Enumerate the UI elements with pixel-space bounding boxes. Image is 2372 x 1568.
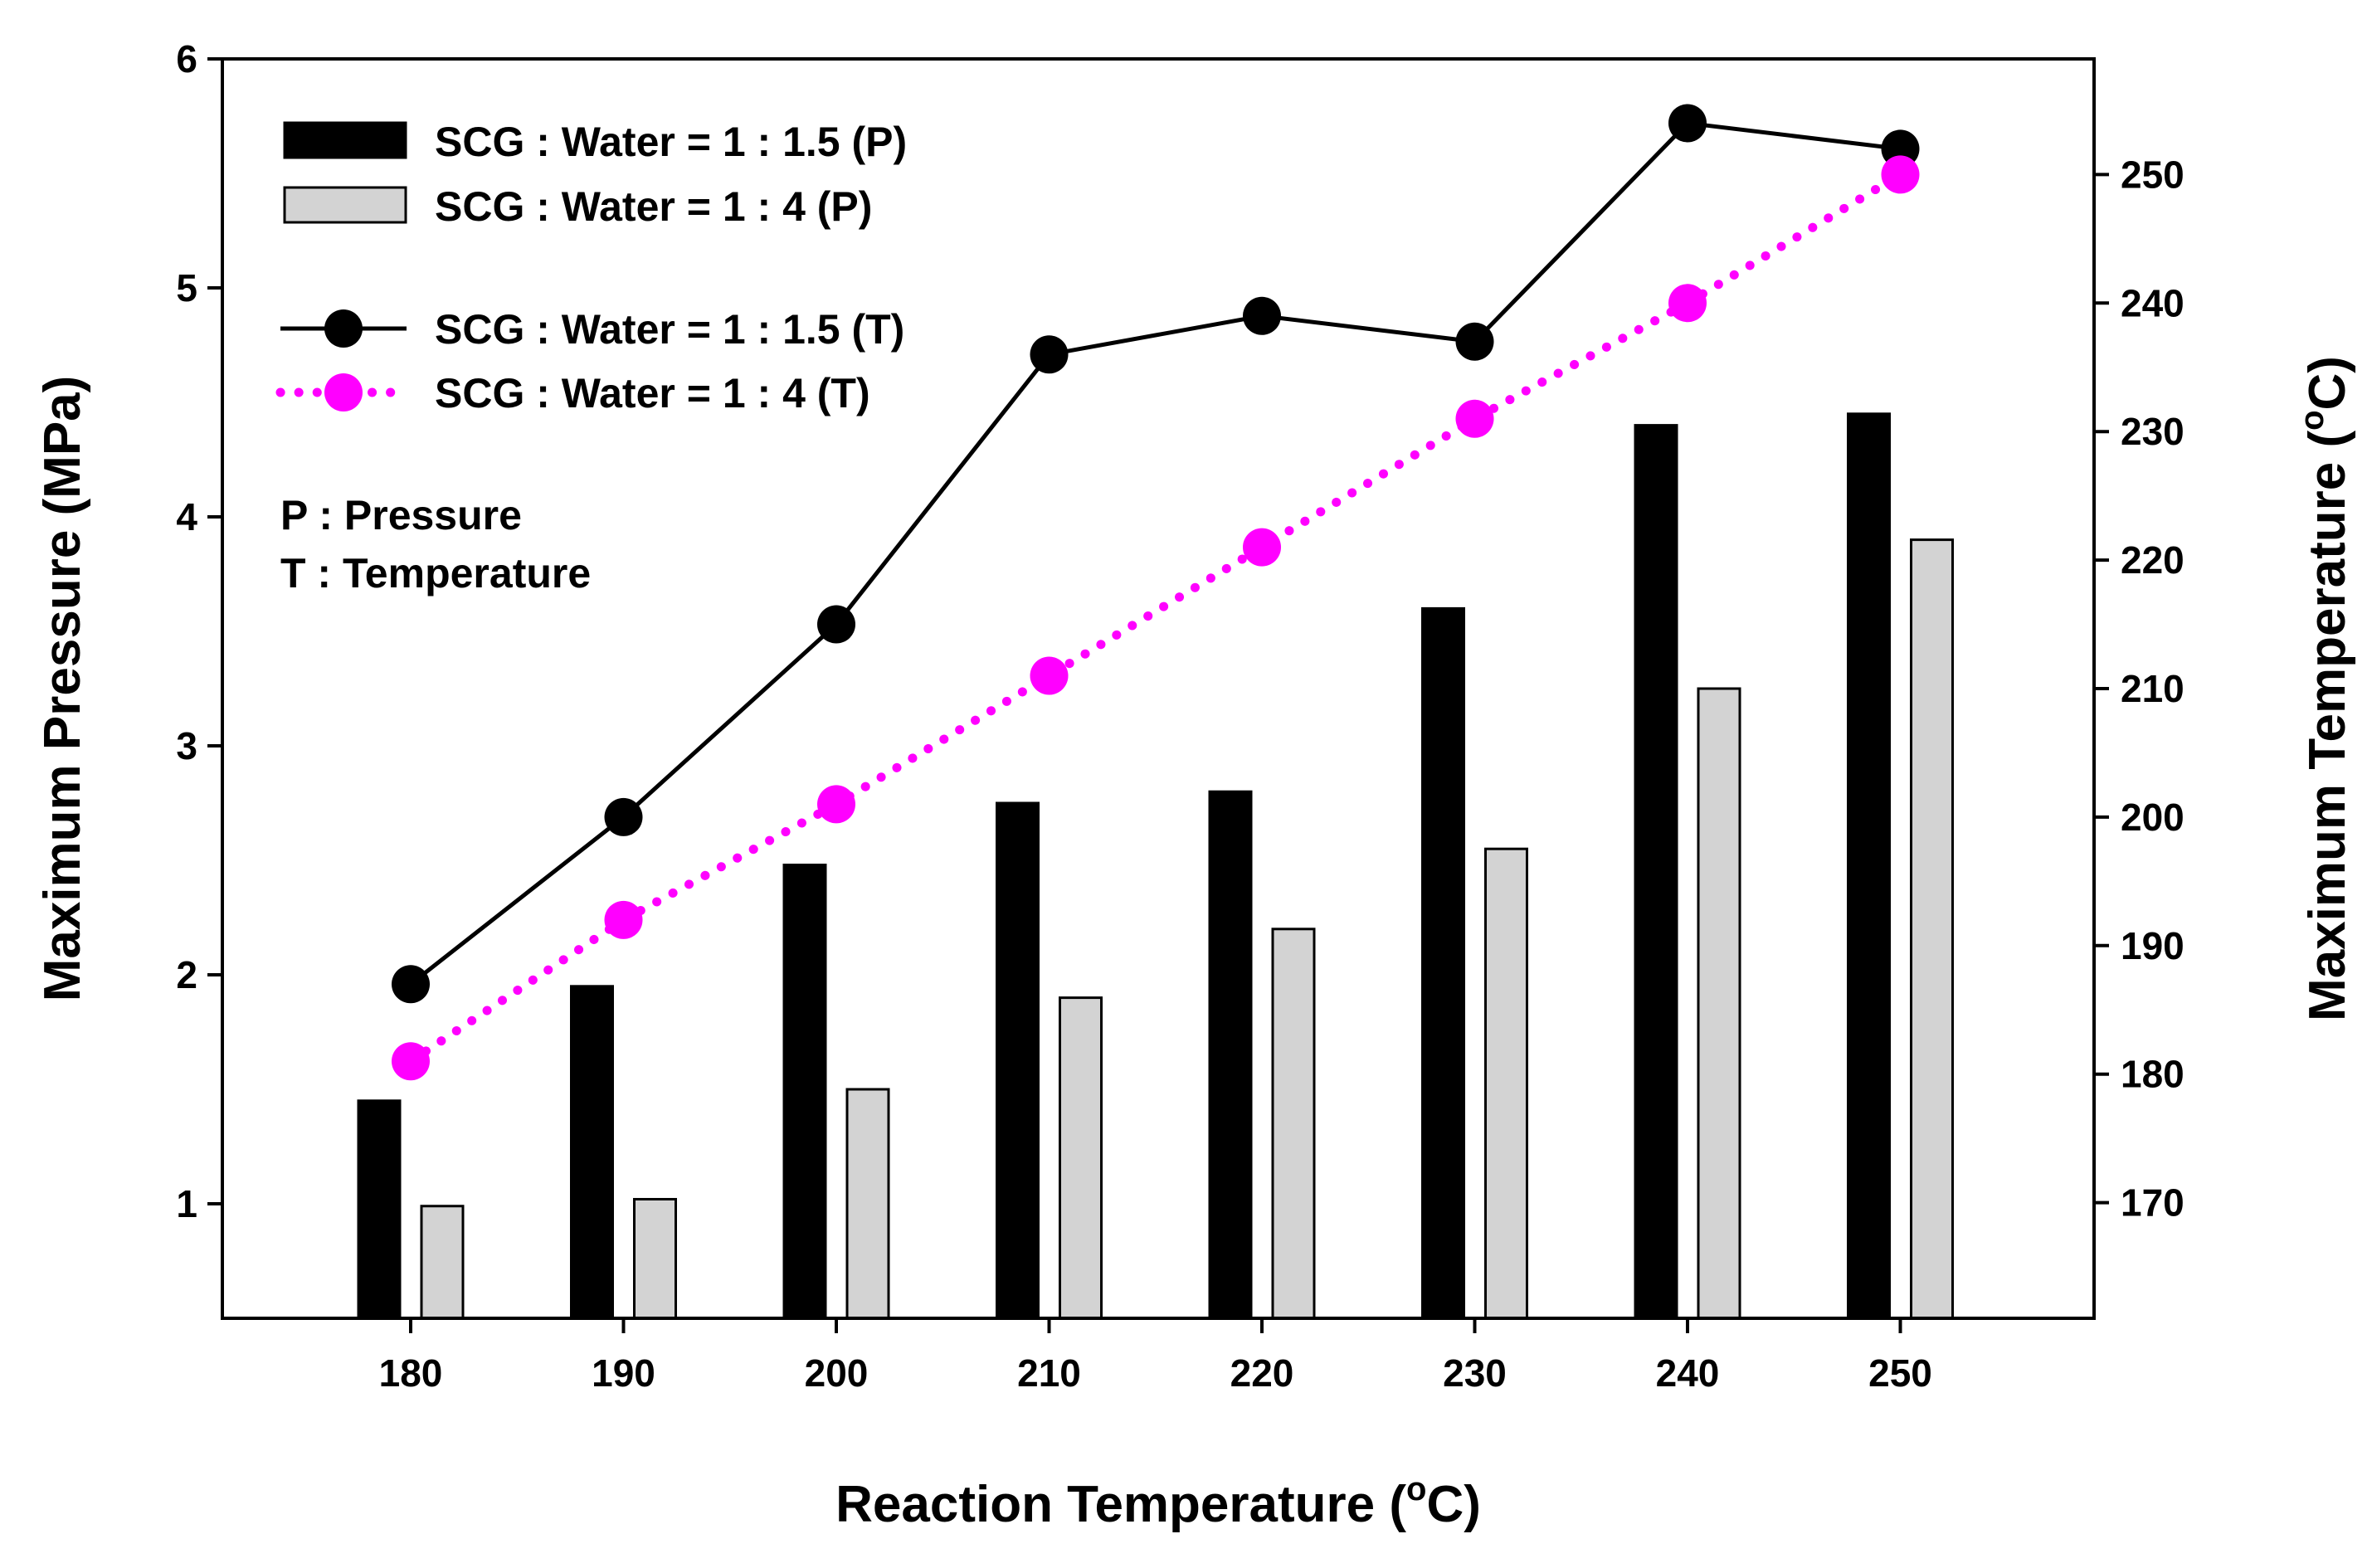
point-series-1-230 bbox=[1455, 322, 1494, 361]
y-axis-left-title: Maximum Pressure (MPa) bbox=[34, 376, 91, 1002]
y-right-tick-label-250: 250 bbox=[2121, 153, 2184, 196]
annotation-temperature: T : Temperature bbox=[280, 550, 591, 597]
point-series-1-210 bbox=[1030, 335, 1069, 374]
legend-label-line-2: SCG : Water = 1 : 4 (T) bbox=[435, 370, 870, 416]
x-tick-label-200: 200 bbox=[805, 1351, 869, 1395]
bar-series-2-250 bbox=[1910, 538, 1954, 1320]
y-right-tick-label-180: 180 bbox=[2121, 1053, 2184, 1096]
left-axis: 1 2 3 4 5 6 bbox=[176, 37, 222, 1225]
bar-series-1-210 bbox=[996, 801, 1040, 1320]
y-left-tick-label-3: 3 bbox=[176, 724, 197, 767]
annotation-pressure: P : Pressure bbox=[280, 492, 522, 538]
line-series-2 bbox=[406, 169, 1905, 1066]
y-left-tick-label-2: 2 bbox=[176, 953, 197, 996]
plot-frame bbox=[221, 57, 2096, 1320]
y-left-tick-label-5: 5 bbox=[176, 266, 197, 309]
y-right-tick-label-240: 240 bbox=[2121, 281, 2184, 324]
bars-layer bbox=[357, 412, 1954, 1320]
bar-series-1-230 bbox=[1421, 606, 1465, 1320]
point-series-1-240 bbox=[1668, 104, 1707, 143]
point-series-2-210 bbox=[1030, 656, 1069, 695]
bar-series-2-230 bbox=[1484, 847, 1528, 1320]
y-left-tick-label-1: 1 bbox=[176, 1182, 197, 1225]
x-tick-label-220: 220 bbox=[1230, 1351, 1294, 1395]
bar-series-1-200 bbox=[782, 864, 827, 1320]
bar-series-1-190 bbox=[570, 985, 614, 1320]
bar-series-2-210 bbox=[1059, 996, 1103, 1320]
line-series-1 bbox=[409, 120, 1901, 986]
legend-swatch-bar-1 bbox=[283, 121, 407, 159]
y-right-tick-label-190: 190 bbox=[2121, 924, 2184, 967]
legend-label-bar-1: SCG : Water = 1 : 1.5 (P) bbox=[435, 119, 907, 165]
point-series-2-240 bbox=[1668, 284, 1707, 323]
point-series-2-250 bbox=[1881, 155, 1920, 194]
legend-label-bar-2: SCG : Water = 1 : 4 (P) bbox=[435, 183, 872, 230]
point-series-1-180 bbox=[392, 965, 430, 1004]
bar-series-2-220 bbox=[1271, 928, 1316, 1320]
legend-swatch-bar-2 bbox=[283, 186, 407, 224]
lines-layer bbox=[392, 104, 1920, 1081]
legend-marker-line-1 bbox=[324, 309, 363, 348]
bar-series-2-240 bbox=[1697, 687, 1741, 1320]
x-axis-title: Reaction Temperature (oC) bbox=[835, 1471, 1481, 1533]
bar-series-1-220 bbox=[1208, 790, 1253, 1320]
y-left-tick-label-6: 6 bbox=[176, 37, 197, 80]
x-tick-label-230: 230 bbox=[1443, 1351, 1507, 1395]
y-left-tick-label-4: 4 bbox=[176, 495, 197, 538]
point-series-1-200 bbox=[817, 605, 855, 644]
legend-label-line-1: SCG : Water = 1 : 1.5 (T) bbox=[435, 306, 904, 353]
bar-series-1-180 bbox=[357, 1099, 402, 1320]
bar-series-2-200 bbox=[845, 1088, 890, 1320]
y-right-tick-label-200: 200 bbox=[2121, 796, 2184, 839]
point-series-1-220 bbox=[1243, 296, 1281, 335]
x-tick-label-250: 250 bbox=[1868, 1351, 1932, 1395]
bar-series-1-250 bbox=[1847, 412, 1891, 1320]
point-series-2-220 bbox=[1243, 528, 1281, 567]
y-right-tick-label-230: 230 bbox=[2121, 410, 2184, 453]
legend-marker-line-2 bbox=[324, 373, 363, 411]
x-tick-label-210: 210 bbox=[1017, 1351, 1081, 1395]
y-right-tick-label-220: 220 bbox=[2121, 538, 2184, 582]
x-tick-label-180: 180 bbox=[379, 1351, 443, 1395]
point-series-1-190 bbox=[604, 797, 643, 836]
right-axis: 170 180 190 200 210 220 230 240 250 bbox=[2094, 153, 2184, 1225]
y-right-tick-label-170: 170 bbox=[2121, 1181, 2184, 1225]
y-axis-right-title: Maximum Temperature (oC) bbox=[2294, 356, 2356, 1021]
y-right-tick-label-210: 210 bbox=[2121, 667, 2184, 710]
bar-series-2-180 bbox=[420, 1205, 465, 1320]
bar-series-1-240 bbox=[1634, 424, 1678, 1320]
legend: SCG : Water = 1 : 1.5 (P) SCG : Water = … bbox=[275, 119, 907, 597]
x-tick-label-190: 190 bbox=[592, 1351, 655, 1395]
point-series-2-230 bbox=[1455, 399, 1494, 438]
point-series-2-180 bbox=[392, 1042, 430, 1081]
bar-series-2-190 bbox=[633, 1197, 677, 1320]
point-series-2-200 bbox=[817, 785, 855, 824]
point-series-2-190 bbox=[604, 900, 643, 939]
x-axis: 180 190 200 210 220 230 240 250 bbox=[379, 1318, 1932, 1395]
x-tick-label-240: 240 bbox=[1656, 1351, 1720, 1395]
